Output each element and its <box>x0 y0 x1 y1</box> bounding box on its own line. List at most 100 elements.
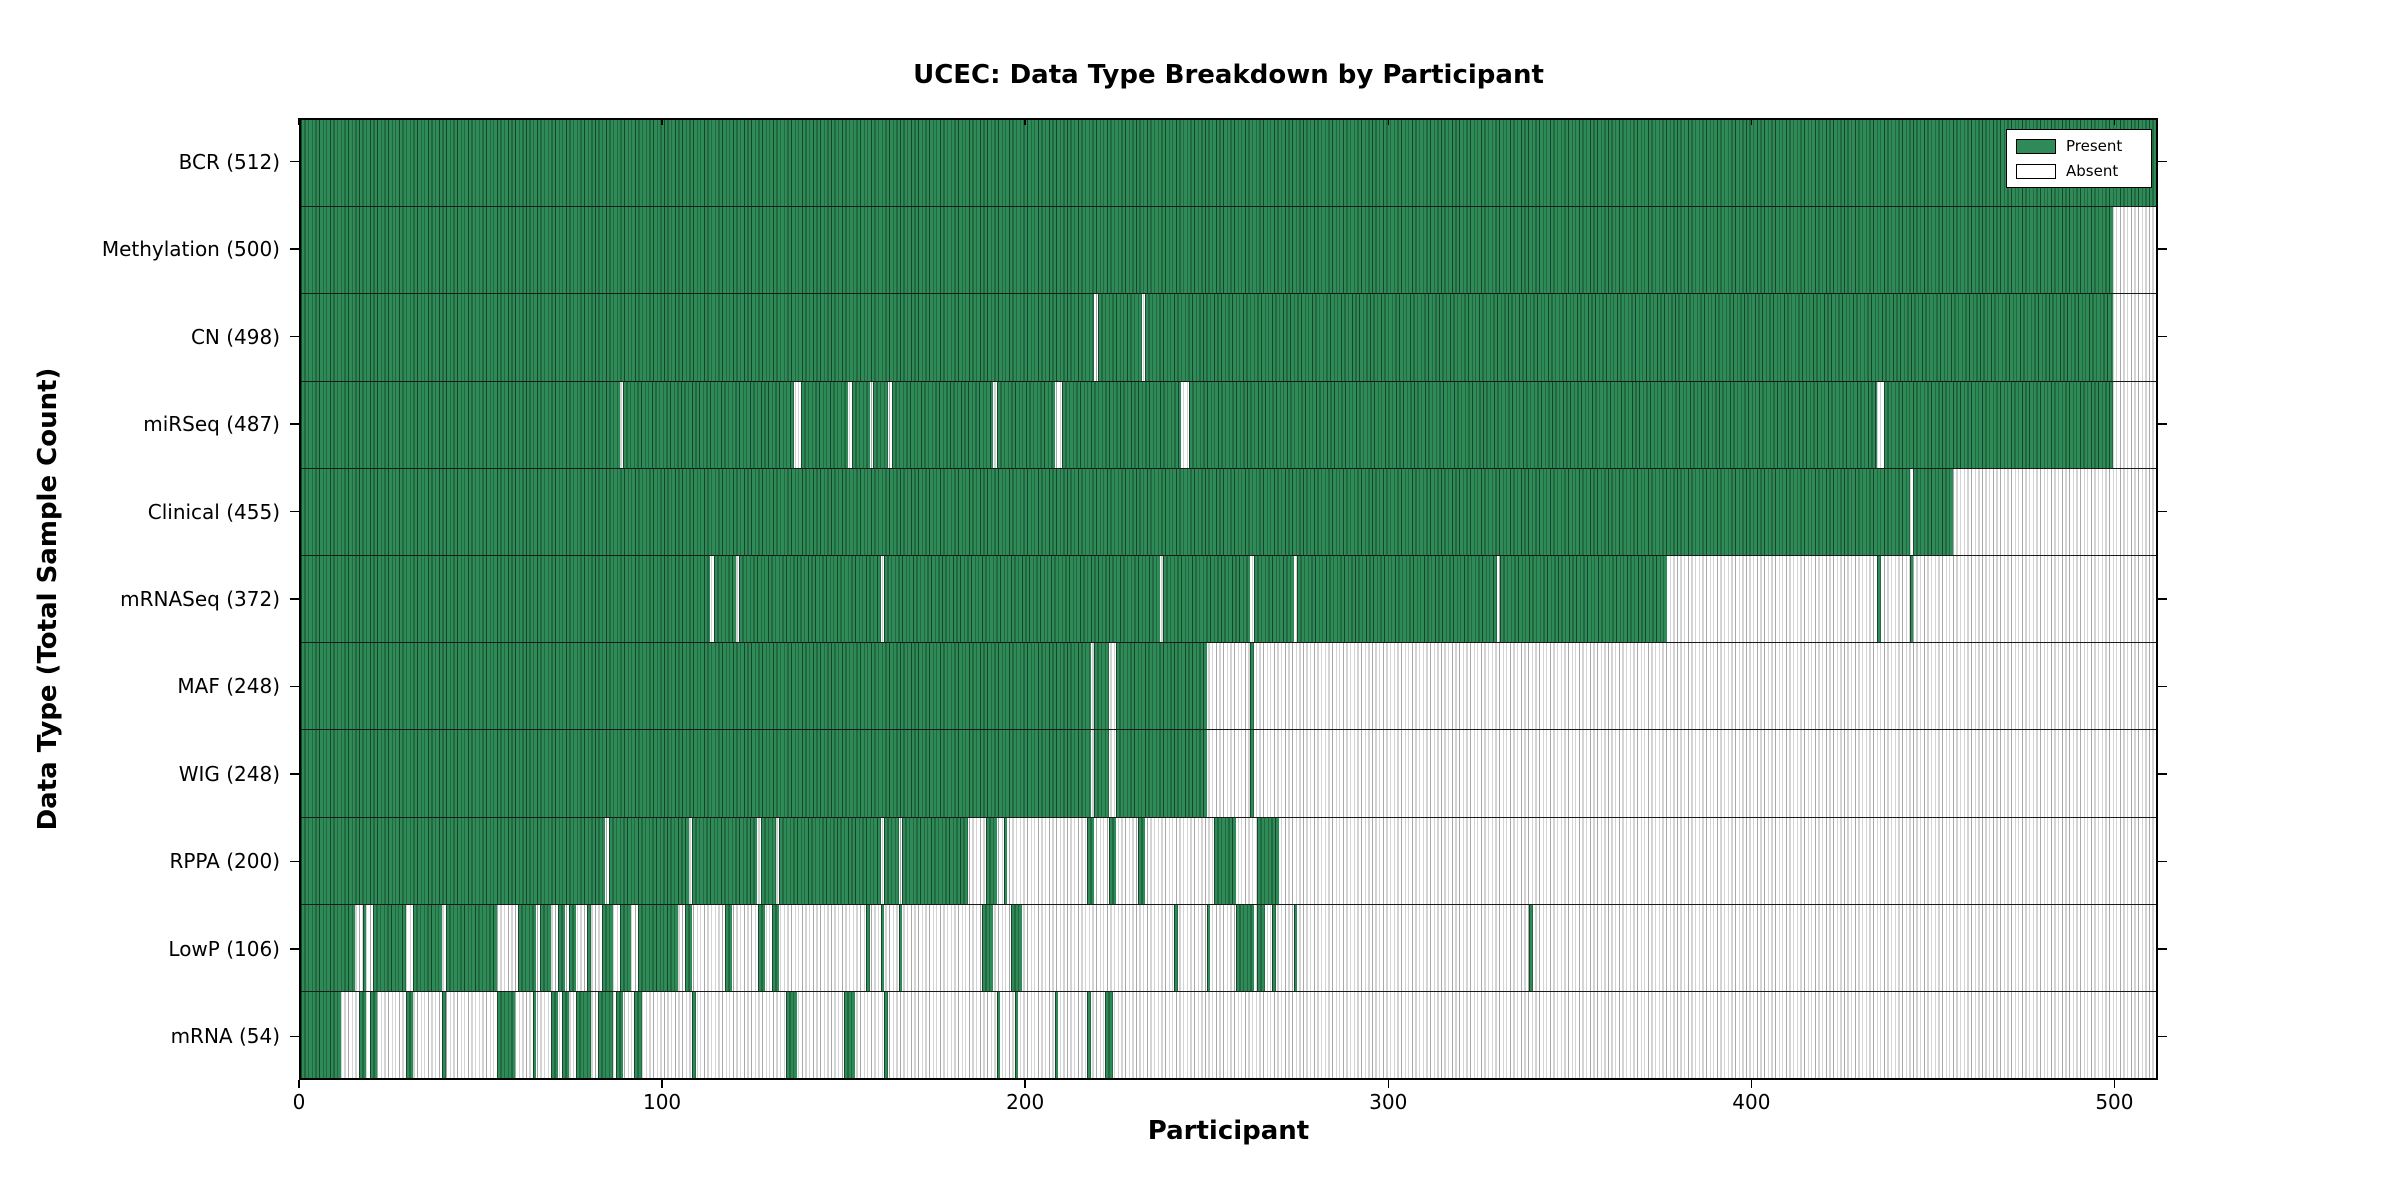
present-segment <box>637 904 678 991</box>
present-segment <box>1145 294 2113 381</box>
present-segment <box>1250 730 1254 817</box>
legend-swatch-present-icon <box>2016 138 2056 154</box>
present-segment <box>442 991 446 1079</box>
present-segment <box>1293 904 1298 991</box>
x-tick-mark <box>2113 1080 2116 1088</box>
present-segment <box>884 555 1160 643</box>
y-axis-label-bcr: BCR (512) <box>178 149 280 174</box>
present-segment <box>301 294 1095 381</box>
present-segment <box>369 991 378 1079</box>
present-segment <box>1003 817 1008 904</box>
y-tick-mark <box>2158 685 2167 688</box>
present-segment <box>996 381 1055 468</box>
chart-row-rppa <box>301 817 2156 905</box>
present-segment <box>301 643 1091 730</box>
present-segment <box>866 904 870 991</box>
present-segment <box>496 991 515 1079</box>
present-segment <box>851 381 870 468</box>
present-segment <box>619 904 631 991</box>
present-segment <box>985 817 997 904</box>
chart-row-methylation <box>301 207 2156 295</box>
present-segment <box>608 817 689 904</box>
y-tick-mark <box>290 335 299 338</box>
present-segment <box>301 120 2156 207</box>
x-tick-mark <box>1387 1080 1389 1088</box>
chart-title: UCEC: Data Type Breakdown by Participant <box>913 60 1544 90</box>
present-segment <box>616 991 624 1079</box>
present-segment <box>598 991 613 1079</box>
y-tick-mark <box>2158 948 2167 950</box>
present-segment <box>561 991 570 1079</box>
present-segment <box>301 730 1091 817</box>
present-segment <box>692 991 696 1079</box>
present-segment <box>800 381 849 468</box>
present-segment <box>898 904 903 991</box>
y-tick-mark <box>2158 160 2167 163</box>
chart-row-bcr <box>301 120 2156 208</box>
y-tick-mark <box>290 1035 299 1038</box>
legend-entry-present: Present <box>2016 137 2142 155</box>
present-segment <box>373 904 407 991</box>
present-segment <box>1098 294 1142 381</box>
present-segment <box>724 904 733 991</box>
y-tick-mark <box>2158 510 2167 513</box>
y-tick-mark <box>290 160 299 163</box>
y-tick-mark <box>2158 335 2167 338</box>
y-axis-label-lowp: LowP (106) <box>168 936 280 961</box>
chart-row-mirseq <box>301 381 2156 469</box>
y-axis-label-maf: MAF (248) <box>177 674 280 699</box>
legend-label-present: Present <box>2066 137 2123 155</box>
y-axis-label-methylation: Methylation (500) <box>101 237 280 262</box>
present-segment <box>1913 468 1954 555</box>
present-segment <box>1087 817 1095 904</box>
present-segment <box>1116 643 1207 730</box>
present-segment <box>362 904 367 991</box>
x-tick-mark <box>1750 1080 1753 1088</box>
present-segment <box>623 381 794 468</box>
y-tick-mark <box>290 423 299 425</box>
present-segment <box>634 991 642 1079</box>
y-tick-mark <box>290 685 299 688</box>
present-segment <box>301 468 1910 555</box>
x-axis-label-500: 500 <box>2095 1090 2134 1114</box>
present-segment <box>1214 817 1236 904</box>
present-segment <box>1250 643 1254 730</box>
present-segment <box>1235 904 1254 991</box>
present-segment <box>1137 817 1146 904</box>
y-axis-label-clinical: Clinical (455) <box>147 499 280 524</box>
present-segment <box>518 904 537 991</box>
present-segment <box>601 904 613 991</box>
chart-row-maf <box>301 643 2156 731</box>
present-segment <box>880 904 885 991</box>
x-axis-label-100: 100 <box>642 1090 682 1114</box>
present-segment <box>739 555 881 643</box>
present-segment <box>996 991 1001 1079</box>
present-segment <box>1163 555 1251 643</box>
present-segment <box>1011 904 1022 991</box>
present-segment <box>301 555 711 643</box>
y-tick-mark <box>290 860 299 863</box>
present-segment <box>1094 730 1109 817</box>
present-segment <box>1271 904 1276 991</box>
present-segment <box>1909 555 1914 643</box>
y-tick-mark <box>2158 773 2167 775</box>
present-segment <box>844 991 856 1079</box>
y-tick-mark <box>2158 860 2167 863</box>
x-axis-label-300: 300 <box>1369 1090 1408 1114</box>
present-segment <box>1014 991 1019 1079</box>
present-segment <box>761 817 776 904</box>
present-segment <box>413 904 443 991</box>
present-segment <box>1061 381 1182 468</box>
y-axis-label-rppa: RPPA (200) <box>169 849 280 874</box>
present-segment <box>301 817 606 904</box>
chart-row-mrna <box>301 991 2156 1079</box>
present-segment <box>1257 904 1265 991</box>
present-segment <box>550 991 559 1079</box>
present-segment <box>301 207 2113 294</box>
present-segment <box>714 555 736 643</box>
present-segment <box>1087 991 1091 1079</box>
y-tick-mark <box>290 510 299 513</box>
present-segment <box>358 991 367 1079</box>
present-segment <box>1257 817 1280 904</box>
chart-row-mrnaseq <box>301 555 2156 644</box>
